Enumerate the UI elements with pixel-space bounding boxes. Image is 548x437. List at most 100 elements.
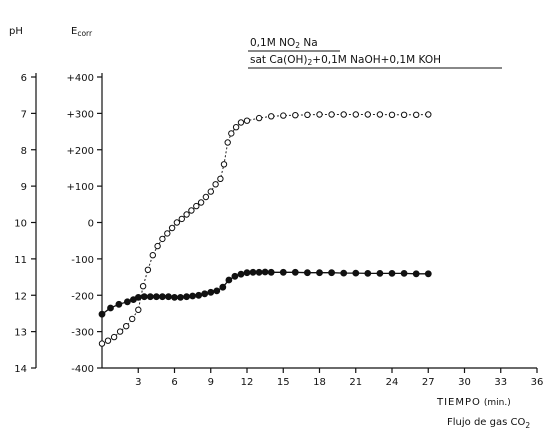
open-point [144, 266, 152, 273]
filled-point [152, 293, 160, 301]
ph-tick-label: 7 [21, 109, 27, 120]
open-point [123, 323, 130, 330]
filled-point [291, 268, 299, 276]
filled-point [189, 292, 197, 300]
x-axis-caption-sub: 2 [525, 421, 530, 430]
filled-point [267, 268, 275, 276]
e-tick-label: -300 [71, 328, 94, 339]
filled-point [225, 276, 233, 284]
filled-point [134, 293, 142, 301]
open-point [425, 111, 432, 118]
filled-point [165, 293, 172, 301]
open-point [280, 112, 287, 119]
filled-point [364, 269, 372, 277]
legend-filled-part-1: sat Ca(OH) [250, 54, 307, 66]
open-point [207, 188, 215, 195]
legend-open-part-3: Na [300, 37, 318, 49]
filled-point [140, 293, 148, 301]
open-point [139, 283, 147, 290]
ph-axis-title: pH [9, 26, 23, 37]
open-point [352, 111, 359, 118]
filled-point [400, 269, 408, 277]
ph-tick-label: 10 [14, 219, 27, 230]
legend-open-part-2: 2 [295, 41, 300, 50]
open-point [388, 111, 396, 119]
open-point [268, 113, 275, 120]
legend-open-part-1: 0,1M NO [250, 37, 295, 49]
open-point [376, 111, 384, 118]
filled-point [237, 270, 245, 278]
filled-point [388, 269, 396, 277]
x-tick-label: 27 [422, 377, 435, 388]
filled-point [207, 288, 215, 296]
open-point [98, 340, 106, 347]
filled-point [146, 293, 154, 301]
open-point [110, 333, 118, 341]
open-point [104, 337, 112, 344]
ph-tick-label: 6 [21, 73, 27, 84]
open-point [364, 111, 371, 118]
open-point [164, 230, 171, 237]
e-tick-label: 0 [88, 219, 94, 230]
e-axis: +400 +300 +200 +100 0 -100 -200 -300 -400 [67, 73, 102, 375]
open-point [237, 119, 245, 126]
x-axis-caption-main: Flujo de gas CO [447, 417, 525, 428]
x-tick-label: 6 [171, 377, 177, 388]
ph-tick-label: 13 [14, 328, 27, 339]
e-axis-title-sub: corr [77, 29, 93, 38]
open-point [316, 111, 323, 118]
series-open [98, 111, 432, 347]
x-axis-caption: Flujo de gas CO2 [447, 417, 530, 430]
open-point [340, 111, 347, 118]
filled-point [328, 269, 336, 277]
open-point [183, 211, 190, 218]
open-point [224, 139, 231, 146]
axes [35, 73, 537, 369]
open-point [193, 202, 200, 210]
filled-point [115, 300, 123, 308]
open-point [304, 111, 311, 119]
e-tick-label: +300 [67, 109, 94, 120]
open-point [154, 242, 161, 250]
open-point [116, 328, 124, 335]
open-point [232, 124, 240, 131]
x-tick-label: 33 [494, 377, 507, 388]
open-point [135, 306, 142, 313]
x-tick-label: 9 [208, 377, 214, 388]
x-tick-label: 21 [349, 377, 362, 388]
series-filled-line [101, 271, 429, 315]
filled-point [124, 298, 131, 306]
open-point [217, 175, 224, 183]
filled-point [177, 293, 184, 301]
ph-tick-label: 12 [14, 291, 27, 302]
filled-point [352, 269, 360, 277]
filled-point [340, 269, 348, 277]
filled-point [316, 269, 323, 277]
x-axis: 3 6 9 12 15 18 21 24 27 30 33 36 [135, 368, 543, 388]
x-tick-label: 30 [458, 377, 471, 388]
filled-point [183, 293, 191, 301]
filled-point [201, 290, 209, 298]
filled-point [195, 291, 203, 299]
e-tick-label: -100 [71, 255, 94, 266]
e-axis-title-main: E [71, 26, 77, 37]
open-point [178, 215, 186, 223]
filled-point [158, 293, 166, 301]
legend: 0,1M NO2 Na sat Ca(OH)2+0,1M NaOH+0,1M K… [248, 37, 502, 69]
ph-tick-label: 8 [21, 146, 27, 157]
x-tick-label: 18 [313, 377, 326, 388]
open-point [243, 117, 251, 124]
filled-point [171, 293, 178, 301]
legend-label-open: 0,1M NO2 Na [250, 37, 318, 50]
e-tick-label: +200 [67, 146, 94, 157]
open-point [202, 193, 210, 201]
filled-point [213, 287, 221, 295]
open-point [413, 111, 420, 119]
open-point [212, 181, 219, 188]
open-point [220, 161, 228, 168]
filled-point [249, 268, 257, 276]
open-point [188, 207, 195, 214]
x-axis-title-unit: (min.) [484, 398, 511, 408]
filled-point [261, 268, 269, 276]
